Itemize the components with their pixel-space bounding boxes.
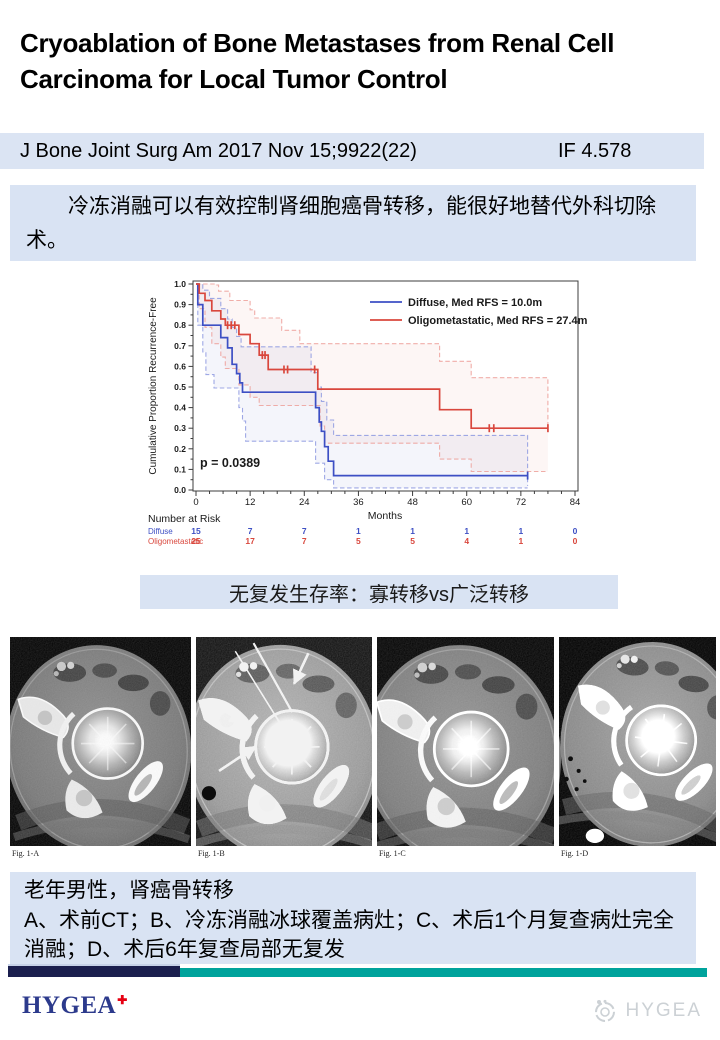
hygea-logo: HYGEA✚ (22, 992, 128, 1020)
svg-text:0: 0 (193, 497, 198, 508)
svg-text:7: 7 (302, 536, 307, 546)
svg-text:0.2: 0.2 (174, 444, 186, 454)
svg-text:5: 5 (410, 536, 415, 546)
km-survival-chart: 0 12 24 36 48 60 72 84 0.0 0.1 0.2 0.3 0.4 0.5 0.6 0.7 0… (145, 268, 600, 568)
svg-text:15: 15 (191, 526, 201, 536)
svg-text:p = 0.0389: p = 0.0389 (200, 456, 260, 470)
watermark-text: HYGEA (625, 1000, 702, 1021)
svg-text:0.7: 0.7 (174, 341, 186, 351)
svg-text:1: 1 (518, 526, 523, 536)
page-title: Cryoablation of Bone Metastases from Ren… (20, 28, 615, 94)
footer-teal-bar (180, 968, 707, 977)
svg-text:36: 36 (353, 497, 364, 508)
svg-text:0.6: 0.6 (174, 361, 186, 371)
case-description-box: 老年男性，肾癌骨转移 A、术前CT；B、冷冻消融冰球覆盖病灶；C、术后1个月复查… (10, 872, 696, 964)
svg-text:Oligometastatic, Med RFS = 27.: Oligometastatic, Med RFS = 27.4m (408, 315, 588, 327)
svg-text:Diffuse, Med RFS = 10.0m: Diffuse, Med RFS = 10.0m (408, 297, 542, 309)
svg-text:0.5: 0.5 (174, 382, 186, 392)
journal-citation: J Bone Joint Surg Am 2017 Nov 15;9922(22… (20, 139, 417, 162)
svg-text:24: 24 (299, 497, 310, 508)
ct-scan-image-c (377, 637, 554, 846)
ct-scan-image-b (196, 637, 372, 846)
svg-text:Diffuse: Diffuse (148, 527, 173, 536)
svg-text:25: 25 (191, 536, 201, 546)
svg-text:Cumulative Proportion Recurren: Cumulative Proportion Recurrence-Free (148, 297, 159, 475)
citation-bar: J Bone Joint Surg Am 2017 Nov 15;9922(22… (0, 133, 704, 169)
ct-panel-a: Fig. 1-A (10, 637, 191, 869)
svg-text:1: 1 (464, 526, 469, 536)
case-line-2: A、术前CT；B、冷冻消融冰球覆盖病灶；C、术后1个月复查病灶完全消融；D、术后… (24, 908, 674, 962)
svg-text:7: 7 (248, 526, 253, 536)
svg-text:0: 0 (573, 536, 578, 546)
svg-text:12: 12 (245, 497, 256, 508)
ct-figure-strip: Fig. 1-A Fig. 1-B Fig. 1-C (10, 637, 716, 869)
km-chart-svg: 0 12 24 36 48 60 72 84 0.0 0.1 0.2 0.3 0.4 0.5 0.6 0.7 0… (148, 279, 588, 546)
svg-text:48: 48 (407, 497, 418, 508)
svg-text:Oligometastatic: Oligometastatic (148, 537, 203, 546)
ct-panel-d: Fig. 1-D (559, 637, 716, 869)
svg-text:Months: Months (368, 510, 402, 522)
fig-label-d: Fig. 1-D (561, 849, 589, 858)
svg-text:0.1: 0.1 (174, 464, 186, 474)
ct-scan-image-d (559, 637, 716, 846)
svg-text:1: 1 (356, 526, 361, 536)
ct-panel-b: Fig. 1-B (196, 637, 372, 869)
wechat-watermark: HYGEA (592, 998, 702, 1024)
svg-text:0: 0 (573, 526, 578, 536)
hygea-logo-text: HYGEA (22, 992, 117, 1019)
fig-label-b: Fig. 1-B (198, 849, 225, 858)
svg-text:1: 1 (410, 526, 415, 536)
svg-text:60: 60 (461, 497, 472, 508)
fig-label-a: Fig. 1-A (12, 849, 40, 858)
svg-text:84: 84 (570, 497, 581, 508)
footer-navy-bar (8, 964, 180, 977)
case-line-1: 老年男性，肾癌骨转移 (24, 879, 234, 902)
svg-text:0.9: 0.9 (174, 300, 186, 310)
chart-caption: 无复发生存率：寡转移vs广泛转移 (140, 575, 618, 609)
svg-text:4: 4 (464, 536, 469, 546)
svg-text:5: 5 (356, 536, 361, 546)
svg-text:7: 7 (302, 526, 307, 536)
red-cross-icon: ✚ (117, 993, 128, 1007)
svg-text:17: 17 (245, 536, 255, 546)
svg-text:Number at Risk: Number at Risk (148, 513, 221, 525)
ct-scan-image-a (10, 637, 191, 846)
impact-factor: IF 4.578 (558, 139, 632, 162)
svg-text:72: 72 (516, 497, 527, 508)
svg-text:0.3: 0.3 (174, 423, 186, 433)
watermark-camera-icon (595, 999, 616, 1022)
fig-label-c: Fig. 1-C (379, 849, 406, 858)
summary-box: 冷冻消融可以有效控制肾细胞癌骨转移，能很好地替代外科切除术。 (10, 185, 696, 261)
svg-text:1.0: 1.0 (174, 279, 186, 289)
svg-text:0.8: 0.8 (174, 320, 186, 330)
ct-panel-c: Fig. 1-C (377, 637, 554, 869)
svg-text:0.0: 0.0 (174, 485, 186, 495)
summary-text: 冷冻消融可以有效控制肾细胞癌骨转移，能很好地替代外科切除术。 (26, 195, 656, 252)
svg-text:1: 1 (518, 536, 523, 546)
svg-text:0.4: 0.4 (174, 403, 186, 413)
